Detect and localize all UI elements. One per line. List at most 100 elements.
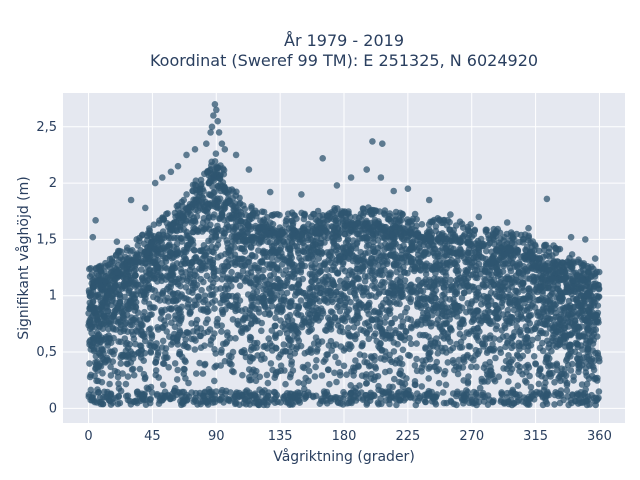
data-point: [470, 317, 477, 324]
data-point: [257, 258, 264, 266]
data-point: [477, 235, 485, 243]
data-point: [432, 294, 439, 302]
data-point: [336, 297, 344, 305]
data-point: [107, 363, 114, 371]
data-point: [265, 297, 273, 305]
data-point: [258, 319, 266, 327]
data-point: [551, 305, 558, 312]
data-point: [361, 273, 369, 280]
data-point: [169, 290, 177, 297]
data-point: [584, 327, 591, 334]
data-point: [478, 378, 486, 386]
data-point: [308, 284, 315, 291]
data-point: [563, 379, 571, 387]
data-point: [285, 273, 292, 281]
data-point: [592, 280, 599, 287]
data-point: [316, 229, 324, 237]
data-point: [386, 367, 393, 375]
data-point: [251, 339, 258, 347]
data-point: [217, 349, 225, 356]
data-point: [209, 264, 217, 272]
data-point: [381, 246, 388, 253]
data-point: [397, 334, 405, 341]
data-point: [453, 313, 461, 320]
data-point: [392, 327, 399, 334]
data-point: [165, 242, 173, 249]
data-point: [223, 221, 231, 229]
data-point: [151, 250, 159, 257]
data-point: [351, 221, 358, 229]
data-point: [410, 321, 418, 328]
data-point: [578, 381, 586, 388]
data-point: [199, 370, 207, 377]
data-point: [560, 275, 567, 283]
data-point: [274, 256, 281, 263]
data-point: [121, 264, 128, 271]
data-point: [99, 325, 107, 333]
data-point: [517, 327, 524, 334]
data-point: [163, 285, 171, 293]
data-point: [149, 304, 157, 311]
data-point: [194, 293, 202, 300]
data-point: [119, 313, 127, 320]
data-point: [251, 371, 259, 379]
data-point: [269, 366, 276, 374]
data-point: [154, 326, 162, 333]
data-point: [491, 310, 499, 317]
data-point: [526, 287, 533, 295]
data-point: [474, 332, 481, 340]
data-point: [238, 245, 246, 252]
data-point: [399, 323, 407, 330]
data-point: [544, 297, 552, 305]
data-point: [523, 368, 530, 376]
data-point: [106, 276, 113, 284]
data-point: [580, 297, 587, 305]
data-point: [119, 353, 126, 360]
data-point: [267, 360, 275, 367]
data-point: [488, 248, 495, 256]
data-point: [519, 296, 527, 303]
data-point: [268, 254, 276, 262]
data-point: [402, 245, 409, 253]
data-point: [217, 252, 225, 259]
data-point: [232, 335, 239, 342]
data-point: [152, 358, 160, 366]
data-point: [326, 380, 333, 388]
data-point: [288, 297, 295, 305]
data-point: [159, 337, 167, 345]
data-point: [93, 313, 101, 320]
data-point: [341, 267, 349, 275]
data-point: [340, 362, 348, 370]
data-point: [500, 279, 508, 287]
data-point: [447, 347, 454, 354]
data-point: [411, 210, 419, 218]
data-point: [97, 264, 105, 271]
data-point: [443, 235, 451, 243]
data-point: [203, 217, 211, 225]
data-point: [236, 282, 244, 290]
data-point: [492, 302, 500, 309]
data-point: [375, 382, 382, 390]
data-point: [272, 239, 280, 247]
data-point: [308, 314, 316, 321]
data-point: [514, 382, 522, 390]
data-point: [291, 261, 298, 269]
data-point: [427, 340, 434, 348]
data-point: [511, 329, 518, 336]
data-point: [353, 275, 361, 282]
data-point: [121, 335, 129, 342]
data-point: [334, 270, 342, 277]
data-point: [407, 340, 415, 348]
data-point: [312, 241, 319, 248]
data-point: [522, 246, 529, 254]
data-point: [252, 276, 260, 284]
data-point: [427, 323, 435, 330]
data-point: [277, 362, 285, 370]
data-point: [365, 335, 373, 343]
data-point: [489, 231, 497, 238]
data-point: [390, 339, 398, 346]
data-point: [361, 278, 369, 285]
data-point: [496, 346, 504, 353]
data-point: [284, 313, 291, 321]
data-point: [458, 220, 466, 228]
